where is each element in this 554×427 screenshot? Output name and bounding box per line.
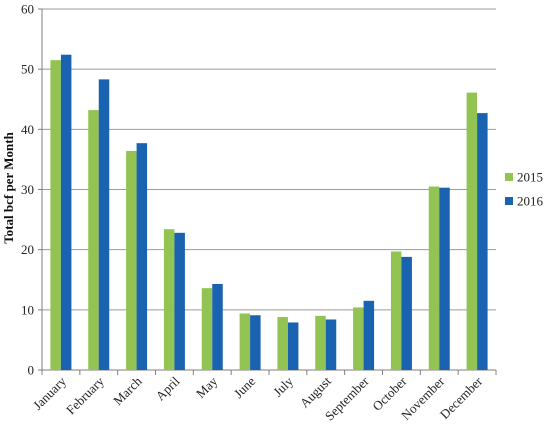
- bar-2016-december: [477, 113, 488, 371]
- bar-2015-may: [201, 288, 213, 370]
- y-tick-label: 10: [21, 302, 34, 317]
- bar-2015-september: [353, 307, 364, 370]
- bar-2015-july: [277, 317, 288, 370]
- bar-2015-march: [126, 150, 137, 370]
- y-tick-label: 60: [21, 2, 34, 17]
- x-tick-label: June: [231, 373, 259, 401]
- bar-2016-july: [287, 322, 299, 370]
- bars: [50, 54, 488, 371]
- y-axis-label: Total bcf per Month: [1, 131, 16, 243]
- bar-2016-january: [60, 54, 72, 371]
- bar-2015-october: [390, 251, 402, 370]
- bar-2016-february: [98, 79, 110, 371]
- bar-2015-january: [50, 60, 61, 371]
- x-tick-label: February: [63, 373, 107, 417]
- x-tick-label: July: [270, 373, 296, 399]
- legend-label: 2016: [517, 194, 544, 209]
- y-axis-ticks: 0 10 20 30 40 50 60: [21, 2, 42, 378]
- legend-swatch-2016: [505, 197, 513, 205]
- gridlines: [42, 8, 496, 371]
- bar-2016-may: [212, 283, 223, 370]
- bar-2016-october: [401, 256, 412, 370]
- bar-2016-september: [363, 300, 375, 370]
- bar-2015-december: [466, 92, 478, 371]
- y-tick-label: 20: [21, 242, 34, 257]
- x-tick-label: May: [193, 373, 221, 401]
- y-tick-label: 50: [21, 62, 34, 77]
- legend: 2015 2016: [505, 170, 544, 209]
- bar-2015-february: [88, 110, 99, 370]
- legend-swatch-2015: [505, 173, 513, 181]
- x-tick-label: December: [437, 373, 486, 422]
- x-tick-label: April: [153, 373, 183, 403]
- bar-2016-november: [439, 187, 450, 370]
- y-tick-label: 40: [21, 122, 34, 137]
- bar-2016-june: [250, 315, 261, 370]
- bar-2016-august: [325, 319, 337, 370]
- bar-2015-april: [163, 229, 175, 370]
- bar-2015-june: [239, 313, 251, 370]
- y-tick-label: 30: [21, 182, 34, 197]
- bar-2016-march: [136, 143, 148, 370]
- x-axis: [41, 9, 497, 375]
- bar-2016-april: [174, 232, 185, 370]
- legend-label: 2015: [517, 170, 543, 185]
- x-tick-label: March: [110, 373, 145, 408]
- bar-2015-november: [428, 186, 440, 370]
- y-tick-label: 0: [28, 363, 35, 378]
- bar-2015-august: [315, 315, 326, 370]
